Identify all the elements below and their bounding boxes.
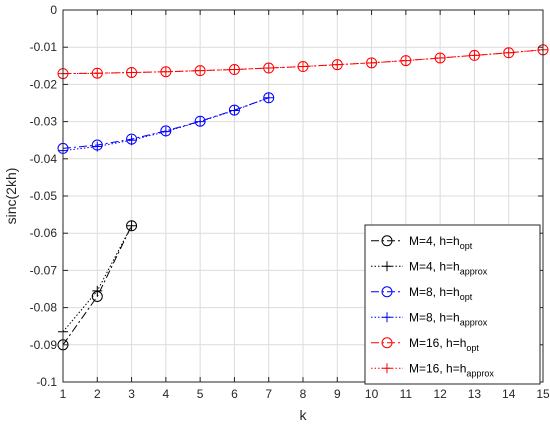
y-tick-label: -0.1 bbox=[36, 375, 57, 389]
y-tick-label: 0 bbox=[50, 3, 57, 17]
data-point bbox=[126, 220, 137, 231]
legend-entry: M=16, h=happrox bbox=[371, 361, 494, 378]
y-tick-label: -0.04 bbox=[30, 152, 58, 166]
legend-label-main: M=16, h=h bbox=[409, 336, 466, 350]
legend-label-subscript: approx bbox=[466, 368, 494, 378]
y-axis-label: sinc(2kh) bbox=[3, 168, 19, 225]
axis-ticks: 1 2 3 4 5 6 7 8 9 10 11 12 13 14 150-0.01-0.02-0.03-0.… bbox=[30, 3, 550, 401]
data-point bbox=[195, 65, 206, 76]
legend-label: M=8, h=hopt bbox=[409, 285, 473, 302]
x-tick-label: 1 bbox=[60, 387, 67, 401]
legend-marker bbox=[382, 261, 392, 272]
data-point bbox=[160, 126, 171, 137]
legend-marker bbox=[382, 363, 392, 374]
data-point bbox=[195, 116, 206, 127]
x-tick-label: 10 bbox=[365, 387, 379, 401]
x-tick-label: 2 bbox=[94, 387, 101, 401]
data-point bbox=[435, 52, 446, 63]
legend-label-main: M=8, h=h bbox=[409, 285, 460, 299]
legend-label-main: M=16, h=h bbox=[409, 361, 466, 375]
legend-marker bbox=[381, 235, 393, 247]
series-3 bbox=[58, 92, 274, 156]
data-point bbox=[298, 61, 308, 72]
data-point bbox=[263, 63, 274, 74]
legend-label-subscript: opt bbox=[460, 292, 473, 302]
legend-entry: M=4, h=hopt bbox=[371, 234, 473, 251]
x-tick-label: 5 bbox=[197, 387, 204, 401]
data-point bbox=[366, 57, 377, 68]
legend-label: M=16, h=happrox bbox=[409, 361, 494, 378]
data-point bbox=[92, 68, 103, 79]
data-point bbox=[469, 50, 480, 61]
series-5 bbox=[58, 44, 548, 79]
legend-entry: M=8, h=hopt bbox=[371, 285, 473, 302]
series-line bbox=[62, 49, 544, 75]
x-tick-label: 11 bbox=[400, 387, 413, 401]
data-point bbox=[126, 67, 137, 78]
x-tick-label: 12 bbox=[433, 387, 447, 401]
legend-label: M=4, h=happrox bbox=[409, 259, 488, 276]
x-tick-label: 8 bbox=[300, 387, 307, 401]
legend-label: M=16, h=hopt bbox=[409, 336, 479, 353]
x-tick-label: 13 bbox=[468, 387, 482, 401]
x-tick-label: 3 bbox=[128, 387, 135, 401]
legend-label-subscript: approx bbox=[460, 266, 488, 276]
data-point bbox=[229, 64, 240, 75]
series-line bbox=[62, 225, 133, 346]
legend-marker bbox=[382, 312, 392, 323]
legend-marker bbox=[381, 286, 393, 298]
legend-marker bbox=[381, 337, 393, 349]
legend-label-subscript: opt bbox=[460, 241, 473, 251]
data-point bbox=[503, 47, 514, 58]
x-tick-label: 4 bbox=[163, 387, 170, 401]
legend-label-main: M=4, h=h bbox=[409, 259, 460, 273]
legend-label-main: M=4, h=h bbox=[409, 234, 460, 248]
legend-entry: M=4, h=happrox bbox=[371, 259, 488, 276]
data-point bbox=[126, 135, 137, 146]
data-point bbox=[229, 105, 240, 116]
legend-box bbox=[364, 224, 541, 385]
x-axis-label: k bbox=[300, 407, 308, 423]
legend-entry: M=8, h=happrox bbox=[371, 310, 488, 327]
data-point bbox=[400, 55, 411, 66]
data-point bbox=[92, 141, 103, 152]
x-tick-label: 9 bbox=[334, 387, 341, 401]
y-tick-label: -0.02 bbox=[30, 77, 58, 91]
legend-label-subscript: opt bbox=[466, 343, 479, 353]
x-tick-label: 7 bbox=[265, 387, 272, 401]
x-tick-label: 14 bbox=[502, 387, 516, 401]
y-tick-label: -0.06 bbox=[30, 226, 58, 240]
y-tick-label: -0.01 bbox=[30, 40, 58, 54]
data-point bbox=[332, 59, 343, 70]
y-tick-label: -0.03 bbox=[30, 115, 58, 129]
y-tick-label: -0.09 bbox=[30, 338, 58, 352]
legend-label: M=8, h=happrox bbox=[409, 310, 488, 327]
x-tick-label: 6 bbox=[231, 387, 238, 401]
legend-label-subscript: approx bbox=[460, 317, 488, 327]
data-point bbox=[92, 285, 103, 296]
legend-entry: M=16, h=hopt bbox=[371, 336, 479, 353]
y-tick-label: -0.08 bbox=[30, 301, 58, 315]
y-tick-label: -0.07 bbox=[30, 263, 58, 277]
data-point bbox=[263, 92, 274, 103]
legend-label: M=4, h=hopt bbox=[409, 234, 473, 251]
y-tick-label: -0.05 bbox=[30, 189, 58, 203]
data-point bbox=[160, 66, 171, 77]
x-tick-label: 15 bbox=[536, 387, 550, 401]
legend-label-main: M=8, h=h bbox=[409, 310, 460, 324]
